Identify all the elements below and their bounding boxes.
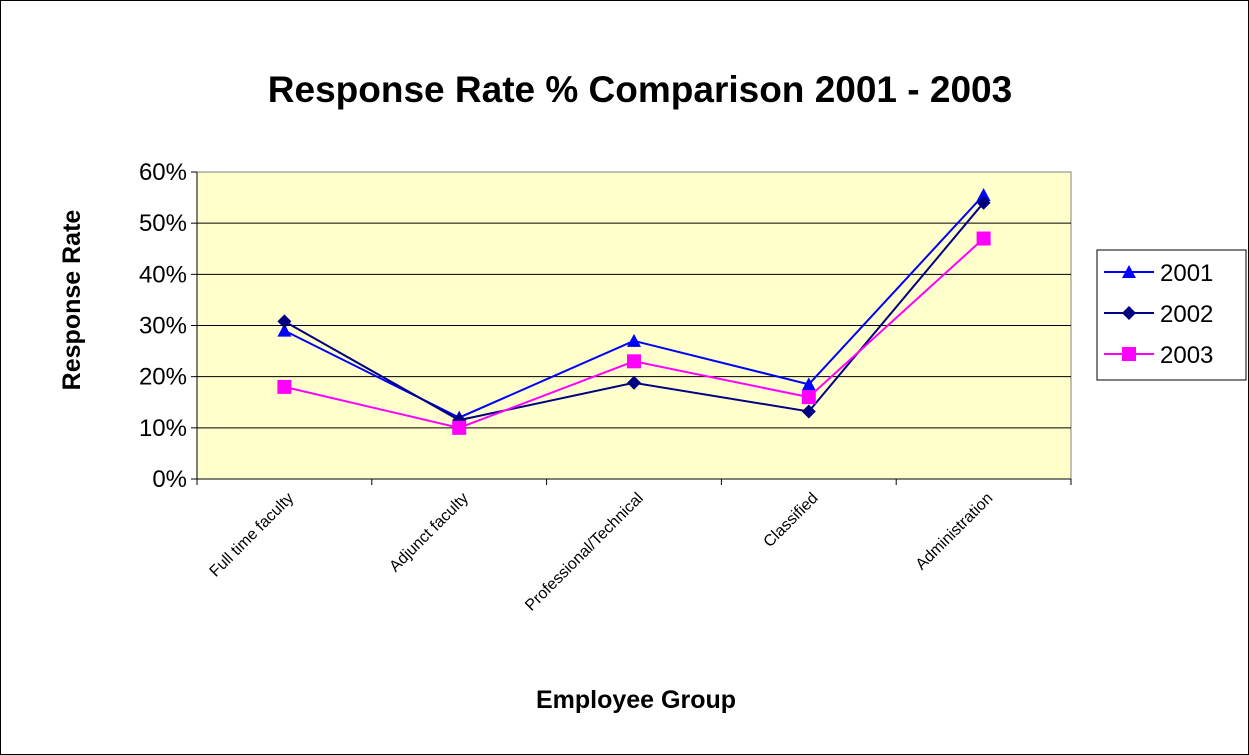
y-tick-label: 40% (139, 261, 187, 288)
x-tick-label: Administration (913, 490, 997, 574)
data-point (452, 420, 467, 435)
y-tick-label: 60% (139, 159, 187, 186)
x-tick-label: Adjunct faculty (386, 490, 472, 576)
legend-entry-2003: 2003 (1104, 342, 1213, 369)
y-tick-label: 10% (139, 415, 187, 442)
y-axis-label: Response Rate (58, 210, 86, 391)
x-tick-label: Full time faculty (207, 490, 298, 581)
legend: 2001 2002 2003 (1096, 249, 1247, 381)
data-point (801, 377, 816, 391)
data-point (277, 314, 292, 329)
series-layer (277, 188, 991, 435)
legend-marker (1122, 306, 1136, 320)
data-point (801, 404, 816, 419)
x-axis-label: Employee Group (536, 686, 736, 714)
x-tick-label: Professional/Technical (522, 490, 647, 615)
y-tick-label: 50% (139, 210, 187, 237)
legend-entry-2001: 2001 (1104, 260, 1213, 287)
gridlines (191, 171, 1071, 480)
series-2003 (277, 231, 991, 435)
series-2001 (277, 188, 991, 424)
data-point (976, 195, 991, 210)
data-point (976, 231, 991, 246)
x-tick-label: Classified (761, 490, 822, 551)
data-point (627, 333, 641, 347)
data-point (627, 375, 641, 390)
data-point (976, 188, 991, 202)
data-point (277, 379, 292, 394)
y-tick-label: 20% (139, 364, 187, 391)
x-axis-ticks (196, 479, 1072, 485)
legend-label: 2002 (1160, 301, 1213, 328)
x-tick-labels: Full time faculty Adjunct faculty Professi… (207, 490, 997, 615)
data-point (277, 323, 292, 337)
chart-title: Response Rate % Comparison 2001 - 2003 (268, 69, 1012, 110)
legend-entry-2002: 2002 (1104, 301, 1213, 328)
legend-label: 2001 (1160, 260, 1213, 287)
legend-label: 2003 (1160, 342, 1213, 369)
legend-marker (1122, 347, 1136, 361)
data-point (627, 354, 641, 369)
y-tick-labels: 0% 10% 20% 30% 40% 50% 60% (139, 159, 187, 493)
y-tick-label: 30% (139, 313, 187, 340)
legend-marker (1122, 265, 1136, 278)
data-point (801, 390, 816, 405)
y-tick-label: 0% (152, 466, 187, 493)
